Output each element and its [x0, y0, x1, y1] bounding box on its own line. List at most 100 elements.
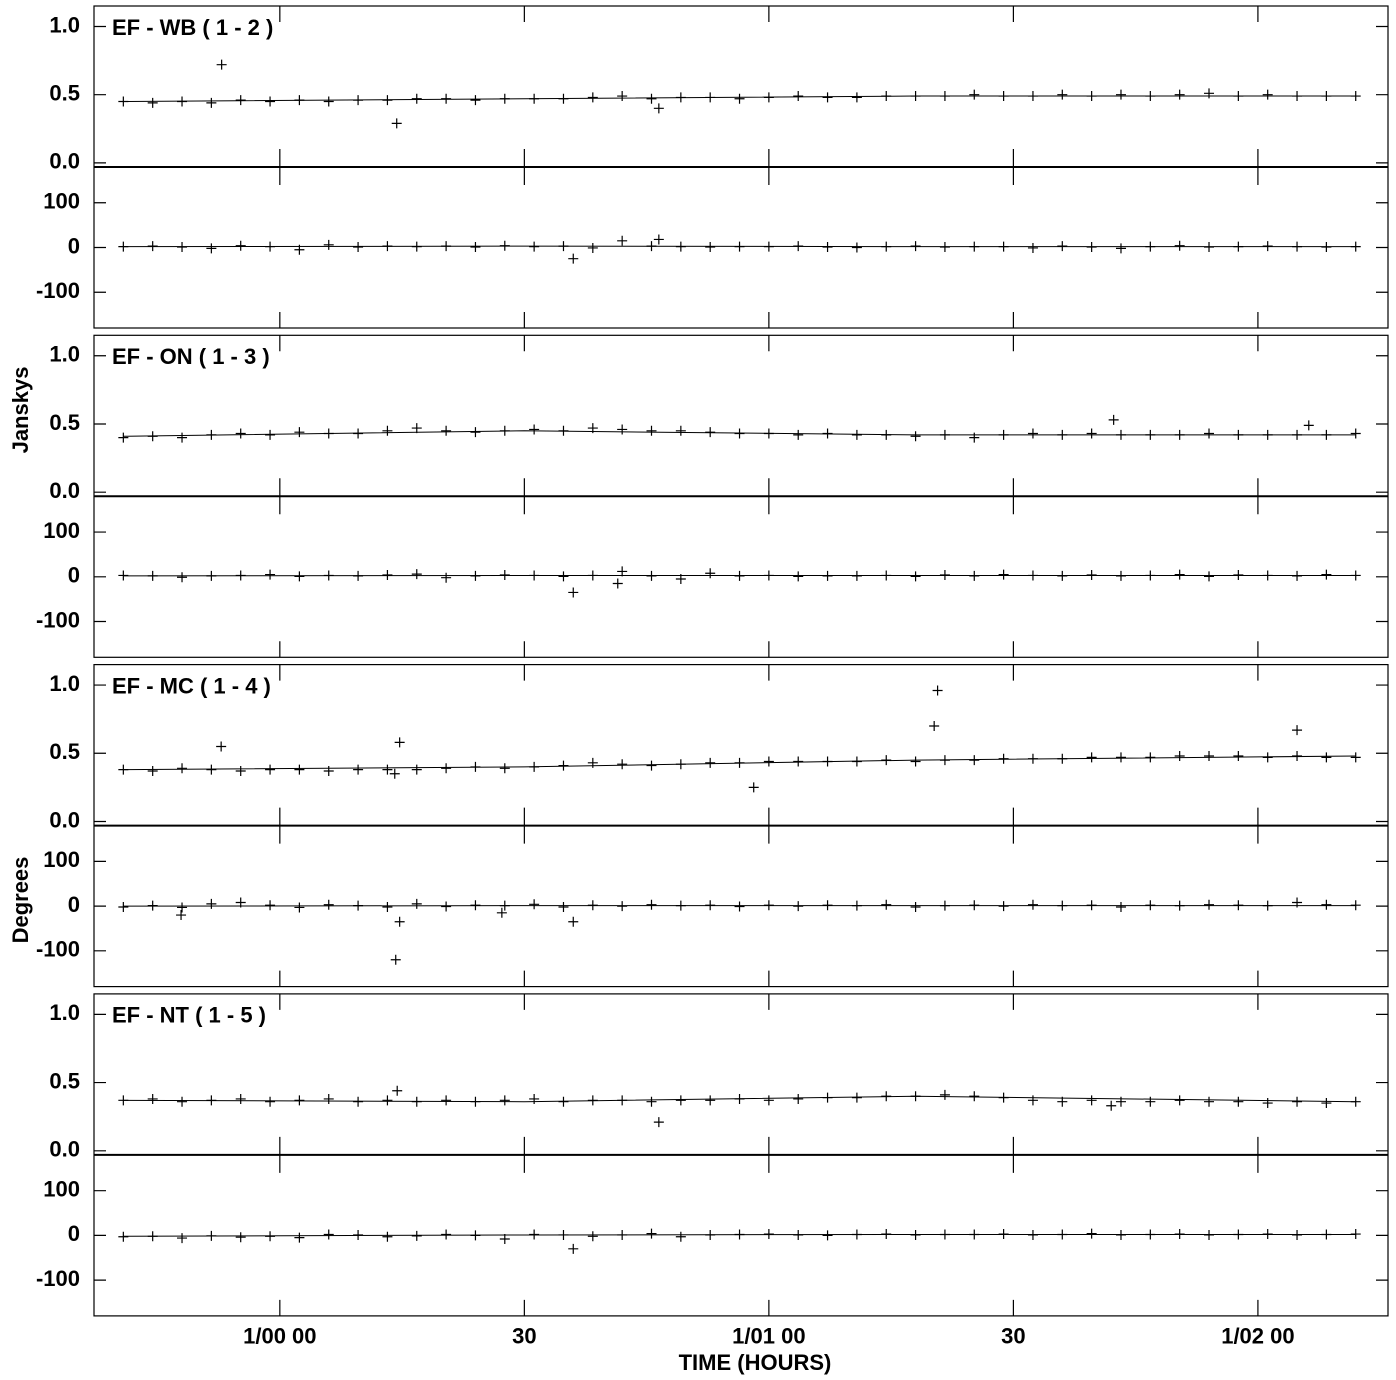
y2-tick-label: 100 — [43, 1176, 80, 1201]
amplitude-point — [646, 93, 657, 104]
phase-point — [1086, 1228, 1097, 1239]
y2-tick-label: 100 — [43, 189, 80, 214]
phase-point — [851, 242, 862, 253]
phase-point — [1321, 899, 1332, 910]
y-tick-label: 0.0 — [49, 807, 80, 832]
y2-tick-label: 0 — [68, 1221, 80, 1246]
phase-point — [1321, 569, 1332, 580]
fit-line — [123, 95, 1356, 103]
amplitude-point — [470, 95, 481, 106]
phase-point — [1204, 899, 1215, 910]
amplitude-point — [617, 759, 628, 770]
phase-point — [496, 907, 507, 918]
phase-point — [705, 568, 716, 579]
amplitude-point — [587, 92, 598, 103]
amplitude-point — [1292, 1096, 1303, 1107]
y-tick-label: 1.0 — [49, 12, 80, 37]
amplitude-point — [147, 97, 158, 108]
phase-point — [177, 572, 188, 583]
phase-point — [881, 899, 892, 910]
phase-point — [1115, 243, 1126, 254]
phase-point — [294, 1232, 305, 1243]
phase-point — [529, 899, 540, 910]
phase-point — [822, 1230, 833, 1241]
y-tick-label: 0.5 — [49, 410, 80, 435]
amplitude-point — [1174, 751, 1185, 762]
phase-point — [394, 916, 405, 927]
amplitude-point — [177, 763, 188, 774]
fit-line — [123, 430, 1356, 437]
x-tick-label: 1/02 00 — [1221, 1324, 1294, 1349]
phase-point — [206, 243, 217, 254]
phase-point — [617, 566, 628, 577]
amplitude-point — [851, 429, 862, 440]
amplitude-point — [1106, 1100, 1117, 1111]
y2-tick-label: 0 — [68, 233, 80, 258]
y2-tick-label: -100 — [36, 607, 80, 632]
amplitude-point — [441, 763, 452, 774]
phase-point — [910, 571, 921, 582]
phase-point — [411, 898, 422, 909]
y2-tick-label: 100 — [43, 518, 80, 543]
amplitude-point — [1233, 1096, 1244, 1107]
amplitude-point — [382, 1095, 393, 1106]
amplitude-point — [441, 425, 452, 436]
amplitude-point — [499, 763, 510, 774]
amplitude-point — [206, 97, 217, 108]
amplitude-point — [177, 1096, 188, 1107]
amplitude-point — [147, 766, 158, 777]
phase-point — [499, 1233, 510, 1244]
amplitude-point — [294, 764, 305, 775]
amplitude-point — [529, 1093, 540, 1104]
phase-point — [822, 242, 833, 253]
phase-point — [382, 570, 393, 581]
amplitude-point — [529, 424, 540, 435]
phase-point — [734, 901, 745, 912]
amplitude-point — [411, 423, 422, 434]
amplitude-point — [147, 1093, 158, 1104]
amplitude-point — [391, 118, 402, 129]
amplitude-point — [235, 428, 246, 439]
y2-tick-label: 100 — [43, 847, 80, 872]
amplitude-point — [1262, 89, 1273, 100]
phase-point — [568, 916, 579, 927]
y-tick-label: 0.0 — [49, 1137, 80, 1162]
y-tick-label: 0.5 — [49, 80, 80, 105]
amplitude-point — [851, 92, 862, 103]
amplitude-point — [353, 1096, 364, 1107]
amplitude-point — [382, 425, 393, 436]
phase-point — [558, 901, 569, 912]
amplitude-point — [793, 1093, 804, 1104]
phase-point — [177, 902, 188, 913]
amplitude-point — [969, 432, 980, 443]
phase-point — [177, 1233, 188, 1244]
phase-point — [1115, 901, 1126, 912]
phase-point — [587, 242, 598, 253]
y-tick-label: 0.0 — [49, 149, 80, 174]
amplitude-point — [394, 737, 405, 748]
fit-line — [123, 755, 1356, 771]
amplitude-point — [969, 89, 980, 100]
amplitude-point — [1292, 725, 1303, 736]
x-tick-label: 30 — [1001, 1324, 1025, 1349]
y2-axis-label: Degrees — [8, 857, 33, 944]
phase-point — [617, 235, 628, 246]
amplitude-point — [793, 756, 804, 767]
amplitude-point — [216, 59, 227, 70]
phase-point — [235, 240, 246, 251]
phase-point — [177, 242, 188, 253]
amplitude-point — [294, 427, 305, 438]
phase-point — [411, 1230, 422, 1241]
amplitude-point — [441, 93, 452, 104]
amplitude-point — [216, 741, 227, 752]
amplitude-point — [617, 424, 628, 435]
phase-point — [612, 578, 623, 589]
amplitude-point — [118, 432, 129, 443]
amplitude-point — [206, 764, 217, 775]
amplitude-point — [1086, 1095, 1097, 1106]
amplitude-point — [558, 760, 569, 771]
x-tick-label: 1/00 00 — [243, 1324, 316, 1349]
phase-point — [441, 901, 452, 912]
